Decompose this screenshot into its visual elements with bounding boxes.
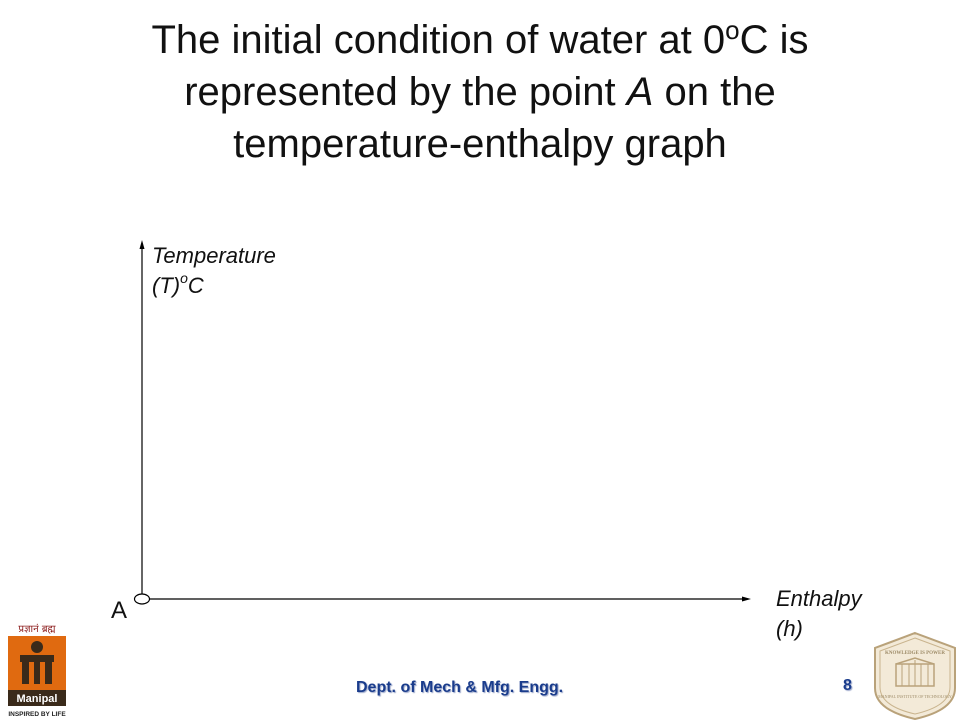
logo-name: Manipal [17,693,58,705]
manipal-logo: प्रज्ञानं ब्रह्म Manipal INSPIRED BY LIF… [8,623,66,718]
title-line-2: represented by the point A on the [184,70,776,114]
y-axis-label: Temperature (T)oC [152,243,276,298]
x-axis-arrowhead [742,596,751,602]
logo-tagline-top: प्रज्ञानं ब्रह्म [18,623,56,635]
y-axis-arrowhead [139,240,145,249]
title-line-3: temperature-enthalpy graph [233,122,727,166]
slide-title: The initial condition of water at 0oC is… [60,14,900,170]
seal-name: MANIPAL INSTITUTE OF TECHNOLOGY [878,694,952,699]
logo-tagline-bottom: INSPIRED BY LIFE [8,711,66,718]
point-a-marker [133,593,151,605]
title-line-1: The initial condition of water at 0oC is [151,15,809,62]
page-number: 8 [843,677,852,694]
mit-seal-logo: KNOWLEDGE IS POWER MANIPAL INSTITUTE OF … [874,631,956,720]
seal-motto: KNOWLEDGE IS POWER [885,651,945,656]
department-footer: Dept. of Mech & Mfg. Engg. [356,679,564,696]
point-a-label: A [111,597,128,624]
x-axis-label: Enthalpy (h) [776,586,862,641]
